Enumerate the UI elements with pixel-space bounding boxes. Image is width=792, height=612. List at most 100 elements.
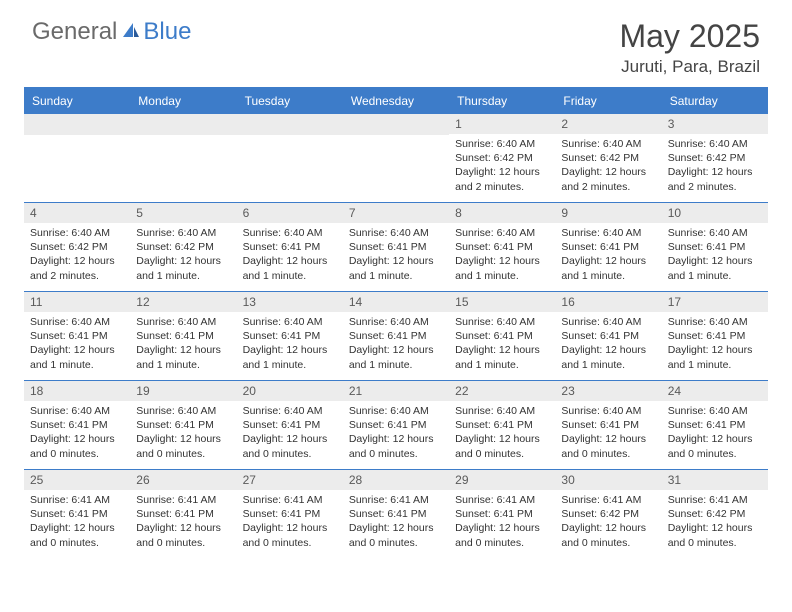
week-row: 1Sunrise: 6:40 AMSunset: 6:42 PMDaylight…: [24, 113, 768, 202]
day-details: Sunrise: 6:41 AMSunset: 6:41 PMDaylight:…: [237, 490, 343, 553]
day-details: Sunrise: 6:41 AMSunset: 6:42 PMDaylight:…: [555, 490, 661, 553]
day-cell: 16Sunrise: 6:40 AMSunset: 6:41 PMDayligh…: [555, 292, 661, 380]
day-cell: 6Sunrise: 6:40 AMSunset: 6:41 PMDaylight…: [237, 203, 343, 291]
day-daylight1: Daylight: 12 hours: [349, 521, 443, 535]
day-sunrise: Sunrise: 6:41 AM: [455, 493, 549, 507]
day-number: 14: [343, 292, 449, 312]
day-number: 8: [449, 203, 555, 223]
day-number: 29: [449, 470, 555, 490]
day-sunrise: Sunrise: 6:40 AM: [136, 315, 230, 329]
day-sunrise: Sunrise: 6:40 AM: [243, 315, 337, 329]
day-sunset: Sunset: 6:41 PM: [243, 507, 337, 521]
day-daylight1: Daylight: 12 hours: [561, 254, 655, 268]
day-sunrise: Sunrise: 6:40 AM: [243, 404, 337, 418]
day-number: 31: [662, 470, 768, 490]
day-cell: 29Sunrise: 6:41 AMSunset: 6:41 PMDayligh…: [449, 470, 555, 558]
day-daylight1: Daylight: 12 hours: [455, 432, 549, 446]
day-sunset: Sunset: 6:41 PM: [243, 240, 337, 254]
day-number: 9: [555, 203, 661, 223]
day-sunrise: Sunrise: 6:41 AM: [136, 493, 230, 507]
day-daylight2: and 0 minutes.: [243, 536, 337, 550]
day-details: Sunrise: 6:40 AMSunset: 6:41 PMDaylight:…: [343, 223, 449, 286]
day-sunset: Sunset: 6:41 PM: [561, 329, 655, 343]
day-cell: 26Sunrise: 6:41 AMSunset: 6:41 PMDayligh…: [130, 470, 236, 558]
day-daylight1: Daylight: 12 hours: [668, 343, 762, 357]
day-daylight2: and 0 minutes.: [455, 447, 549, 461]
day-sunset: Sunset: 6:41 PM: [455, 507, 549, 521]
day-number: [24, 114, 130, 135]
weekday-header: Tuesday: [237, 89, 343, 113]
day-number: 26: [130, 470, 236, 490]
day-daylight1: Daylight: 12 hours: [349, 432, 443, 446]
day-sunrise: Sunrise: 6:40 AM: [561, 226, 655, 240]
day-sunset: Sunset: 6:41 PM: [455, 329, 549, 343]
calendar: Sunday Monday Tuesday Wednesday Thursday…: [24, 87, 768, 558]
day-sunrise: Sunrise: 6:40 AM: [455, 404, 549, 418]
weekday-header: Sunday: [24, 89, 130, 113]
day-cell: 27Sunrise: 6:41 AMSunset: 6:41 PMDayligh…: [237, 470, 343, 558]
day-daylight2: and 1 minute.: [243, 269, 337, 283]
day-cell: 18Sunrise: 6:40 AMSunset: 6:41 PMDayligh…: [24, 381, 130, 469]
day-daylight2: and 0 minutes.: [668, 447, 762, 461]
weekday-header: Saturday: [662, 89, 768, 113]
day-cell: [237, 114, 343, 202]
day-sunrise: Sunrise: 6:40 AM: [30, 315, 124, 329]
day-details: Sunrise: 6:40 AMSunset: 6:41 PMDaylight:…: [449, 223, 555, 286]
day-sunset: Sunset: 6:41 PM: [349, 329, 443, 343]
day-daylight1: Daylight: 12 hours: [30, 343, 124, 357]
day-sunset: Sunset: 6:41 PM: [668, 418, 762, 432]
day-number: 6: [237, 203, 343, 223]
day-daylight2: and 1 minute.: [455, 358, 549, 372]
day-cell: 4Sunrise: 6:40 AMSunset: 6:42 PMDaylight…: [24, 203, 130, 291]
day-daylight1: Daylight: 12 hours: [561, 521, 655, 535]
day-daylight1: Daylight: 12 hours: [243, 343, 337, 357]
day-daylight1: Daylight: 12 hours: [349, 254, 443, 268]
day-sunset: Sunset: 6:41 PM: [455, 240, 549, 254]
day-daylight2: and 1 minute.: [668, 358, 762, 372]
day-sunset: Sunset: 6:41 PM: [349, 418, 443, 432]
day-cell: [130, 114, 236, 202]
day-sunset: Sunset: 6:42 PM: [561, 151, 655, 165]
day-daylight2: and 2 minutes.: [668, 180, 762, 194]
day-daylight1: Daylight: 12 hours: [136, 343, 230, 357]
day-cell: 19Sunrise: 6:40 AMSunset: 6:41 PMDayligh…: [130, 381, 236, 469]
day-details: Sunrise: 6:41 AMSunset: 6:41 PMDaylight:…: [449, 490, 555, 553]
day-daylight1: Daylight: 12 hours: [668, 254, 762, 268]
day-sunset: Sunset: 6:42 PM: [668, 151, 762, 165]
day-daylight2: and 0 minutes.: [668, 536, 762, 550]
day-number: 20: [237, 381, 343, 401]
day-details: Sunrise: 6:41 AMSunset: 6:42 PMDaylight:…: [662, 490, 768, 553]
day-daylight2: and 0 minutes.: [243, 447, 337, 461]
day-cell: 25Sunrise: 6:41 AMSunset: 6:41 PMDayligh…: [24, 470, 130, 558]
day-details: Sunrise: 6:40 AMSunset: 6:41 PMDaylight:…: [130, 312, 236, 375]
day-details: Sunrise: 6:40 AMSunset: 6:41 PMDaylight:…: [24, 401, 130, 464]
day-cell: 5Sunrise: 6:40 AMSunset: 6:42 PMDaylight…: [130, 203, 236, 291]
day-cell: 28Sunrise: 6:41 AMSunset: 6:41 PMDayligh…: [343, 470, 449, 558]
day-sunset: Sunset: 6:41 PM: [668, 240, 762, 254]
day-number: 27: [237, 470, 343, 490]
day-sunset: Sunset: 6:41 PM: [243, 418, 337, 432]
day-sunset: Sunset: 6:41 PM: [561, 418, 655, 432]
day-cell: 14Sunrise: 6:40 AMSunset: 6:41 PMDayligh…: [343, 292, 449, 380]
day-sunrise: Sunrise: 6:40 AM: [136, 226, 230, 240]
day-details: Sunrise: 6:40 AMSunset: 6:41 PMDaylight:…: [130, 401, 236, 464]
day-daylight1: Daylight: 12 hours: [455, 254, 549, 268]
day-details: Sunrise: 6:40 AMSunset: 6:41 PMDaylight:…: [662, 223, 768, 286]
day-sunrise: Sunrise: 6:40 AM: [455, 226, 549, 240]
day-number: 15: [449, 292, 555, 312]
weekday-header: Monday: [130, 89, 236, 113]
day-cell: 22Sunrise: 6:40 AMSunset: 6:41 PMDayligh…: [449, 381, 555, 469]
day-cell: 17Sunrise: 6:40 AMSunset: 6:41 PMDayligh…: [662, 292, 768, 380]
day-number: 12: [130, 292, 236, 312]
day-cell: 15Sunrise: 6:40 AMSunset: 6:41 PMDayligh…: [449, 292, 555, 380]
day-sunset: Sunset: 6:41 PM: [349, 507, 443, 521]
day-cell: 2Sunrise: 6:40 AMSunset: 6:42 PMDaylight…: [555, 114, 661, 202]
day-sunrise: Sunrise: 6:40 AM: [668, 315, 762, 329]
day-daylight2: and 1 minute.: [30, 358, 124, 372]
day-sunset: Sunset: 6:41 PM: [349, 240, 443, 254]
day-number: [343, 114, 449, 135]
weekday-header-row: Sunday Monday Tuesday Wednesday Thursday…: [24, 89, 768, 113]
day-daylight1: Daylight: 12 hours: [136, 521, 230, 535]
day-number: 19: [130, 381, 236, 401]
day-daylight2: and 1 minute.: [455, 269, 549, 283]
